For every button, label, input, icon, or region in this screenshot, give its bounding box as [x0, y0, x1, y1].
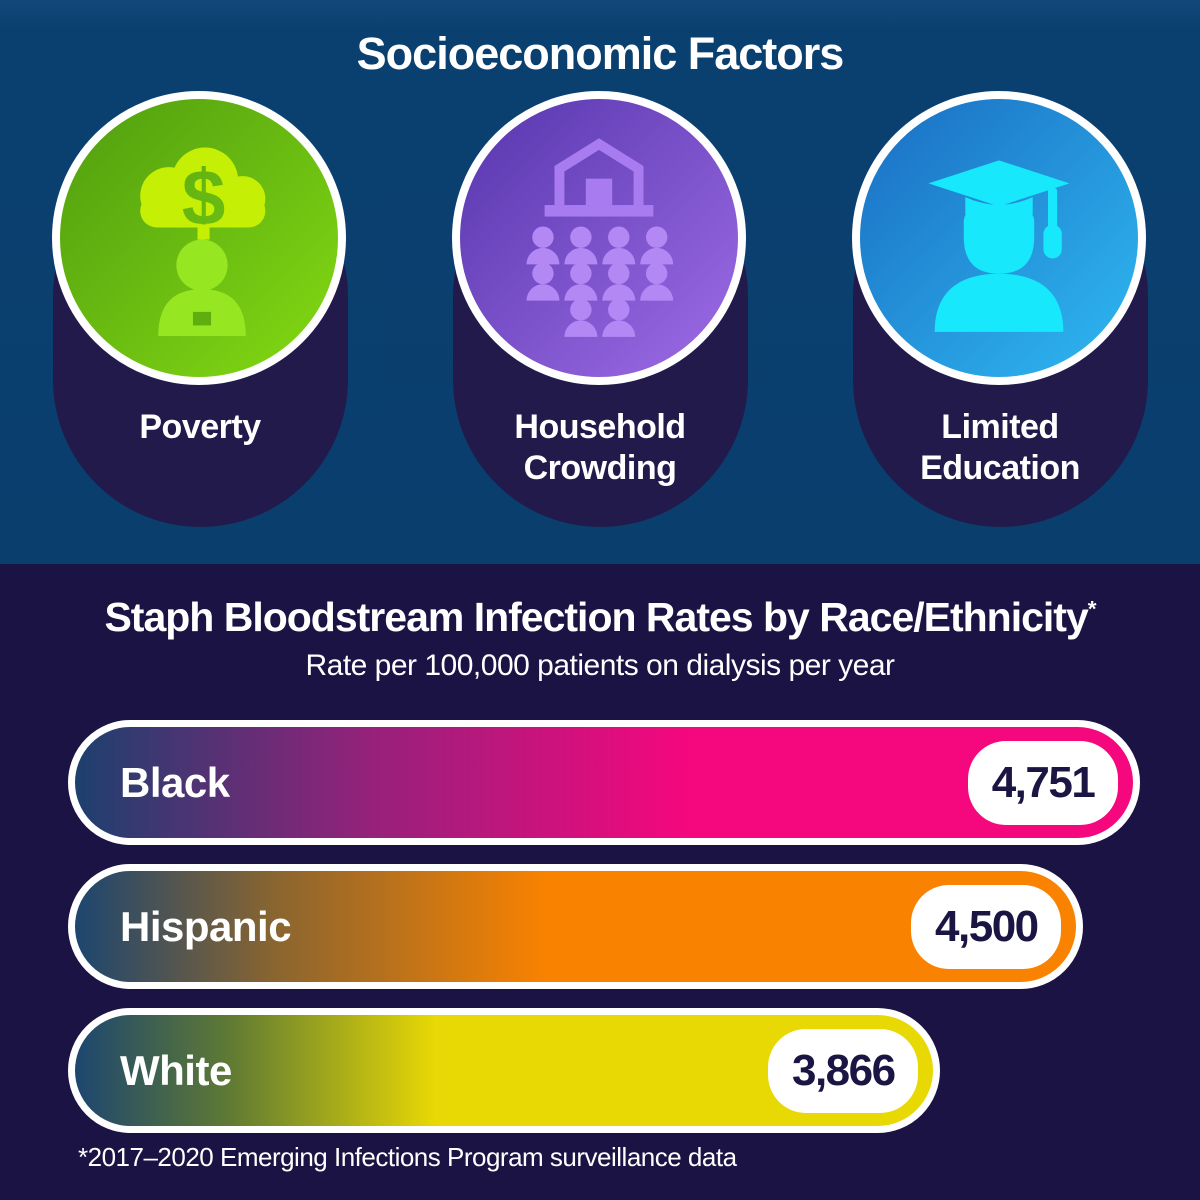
bar-black: Black 4,751 — [68, 720, 1140, 845]
bar-label-hispanic: Hispanic — [120, 902, 292, 950]
poverty-circle: $ — [51, 91, 346, 385]
infection-rates-chart-section: Staph Bloodstream Infection Rates by Rac… — [0, 564, 1200, 1200]
socioeconomic-factors-section: Socioeconomic Factors $ — [0, 0, 1200, 564]
bar-hispanic: Hispanic 4,500 — [68, 864, 1084, 989]
factor-label-household-crowding: Household Crowding — [514, 408, 686, 488]
value-badge: 4,751 — [968, 740, 1118, 825]
footnote: *2017–2020 Emerging Infections Program s… — [78, 1142, 737, 1172]
bar-value-white: 3,866 — [791, 1045, 896, 1095]
factor-label-poverty: Poverty — [139, 408, 261, 446]
factor-limited-education: Limited Education — [851, 91, 1149, 527]
bar-value-black: 4,751 — [991, 757, 1096, 807]
value-badge: 4,500 — [911, 884, 1062, 969]
chart-title: Staph Bloodstream Infection Rates by Rac… — [0, 564, 1200, 641]
chart-title-text: Staph Bloodstream Infection Rates by Rac… — [104, 594, 1088, 640]
bar-label-white: White — [120, 1046, 232, 1094]
factor-household-crowding: Household Crowding — [451, 91, 749, 527]
household-crowding-house-people-icon — [525, 138, 673, 337]
bar-chart: Black 4,751 Hispanic 4,500 White 3,866 — [68, 720, 1140, 1152]
section-title: Socioeconomic Factors — [356, 28, 845, 79]
factor-label-limited-education: Limited Education — [920, 408, 1080, 488]
bar-white: White 3,866 — [68, 1008, 941, 1133]
household-crowding-circle — [451, 91, 746, 385]
poverty-money-cloud-person-icon: $ — [123, 146, 283, 336]
factor-poverty: $ Poverty — [51, 91, 349, 527]
limited-education-circle — [851, 91, 1146, 385]
factors-row: $ Poverty — [0, 91, 1200, 527]
value-badge: 3,866 — [768, 1028, 919, 1113]
graduation-cap-person-icon — [928, 159, 1069, 332]
chart-title-asterisk: * — [1087, 596, 1097, 622]
chart-subtitle: Rate per 100,000 patients on dialysis pe… — [305, 649, 895, 682]
bar-value-hispanic: 4,500 — [935, 901, 1039, 951]
bar-label-black: Black — [120, 758, 230, 806]
